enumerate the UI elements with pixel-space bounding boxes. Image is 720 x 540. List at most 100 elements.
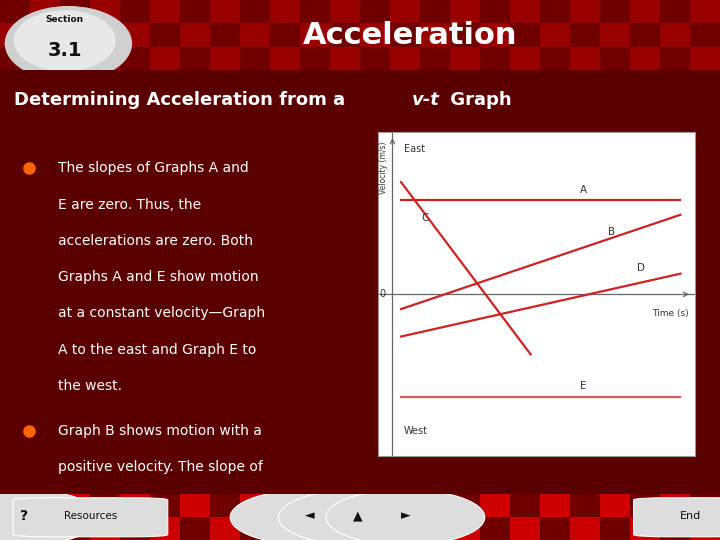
Text: ▲: ▲	[353, 510, 363, 523]
Bar	[0, 494, 30, 517]
Bar	[330, 47, 360, 70]
Bar	[0, 47, 30, 70]
Bar	[150, 47, 180, 70]
Bar	[450, 0, 480, 23]
Bar	[390, 23, 420, 47]
Bar	[660, 494, 690, 517]
Bar	[630, 23, 660, 47]
Bar	[450, 23, 480, 47]
Bar	[60, 517, 90, 540]
Bar	[660, 0, 690, 23]
Text: C: C	[421, 213, 428, 222]
Bar	[240, 494, 270, 517]
Text: ?: ?	[20, 509, 29, 523]
Text: E: E	[580, 381, 586, 390]
Text: 3.1: 3.1	[48, 41, 82, 60]
Bar	[240, 23, 270, 47]
Bar	[480, 517, 510, 540]
Bar	[360, 494, 390, 517]
Text: v-t: v-t	[412, 91, 440, 109]
Bar	[60, 0, 90, 23]
Bar	[330, 494, 360, 517]
Bar	[0, 0, 30, 23]
Text: End: End	[680, 511, 701, 521]
Bar	[150, 494, 180, 517]
Text: Determining Acceleration from a: Determining Acceleration from a	[14, 91, 352, 109]
Bar	[480, 494, 510, 517]
Bar	[270, 23, 300, 47]
Bar	[420, 0, 450, 23]
Text: ►: ►	[400, 510, 410, 523]
Bar	[690, 23, 720, 47]
Bar	[510, 517, 540, 540]
Bar	[330, 23, 360, 47]
Bar	[90, 47, 120, 70]
Text: E are zero. Thus, the: E are zero. Thus, the	[58, 198, 201, 212]
Bar	[90, 23, 120, 47]
Bar	[0, 517, 30, 540]
Bar	[120, 47, 150, 70]
Bar	[660, 47, 690, 70]
Bar	[180, 47, 210, 70]
Bar	[330, 517, 360, 540]
Bar	[630, 494, 660, 517]
FancyBboxPatch shape	[279, 490, 437, 540]
Bar	[600, 23, 630, 47]
Text: Time (s): Time (s)	[652, 309, 689, 318]
Bar	[390, 0, 420, 23]
Ellipse shape	[6, 6, 132, 80]
Bar	[30, 494, 60, 517]
Bar	[360, 23, 390, 47]
Bar	[480, 23, 510, 47]
Bar	[270, 494, 300, 517]
Bar	[120, 494, 150, 517]
Bar	[660, 517, 690, 540]
Text: Section: Section	[46, 15, 84, 24]
Bar	[30, 47, 60, 70]
FancyBboxPatch shape	[0, 490, 99, 540]
Bar	[180, 494, 210, 517]
Bar	[570, 494, 600, 517]
Text: this graph indicates a: this graph indicates a	[58, 496, 208, 510]
Bar	[450, 517, 480, 540]
Text: accelerations are zero. Both: accelerations are zero. Both	[58, 234, 253, 248]
Bar	[240, 517, 270, 540]
FancyBboxPatch shape	[230, 490, 389, 540]
Bar	[150, 0, 180, 23]
FancyBboxPatch shape	[326, 490, 485, 540]
Text: at a constant velocity—Graph: at a constant velocity—Graph	[58, 306, 265, 320]
Bar	[510, 23, 540, 47]
Bar	[690, 47, 720, 70]
Text: A: A	[580, 185, 587, 195]
Bar	[690, 517, 720, 540]
Bar	[90, 0, 120, 23]
Bar	[60, 23, 90, 47]
Text: Resources: Resources	[64, 511, 117, 521]
Text: D: D	[637, 263, 645, 273]
Text: East: East	[404, 144, 425, 154]
FancyBboxPatch shape	[13, 498, 168, 537]
Bar	[330, 0, 360, 23]
Bar	[150, 517, 180, 540]
Text: The slopes of Graphs A and: The slopes of Graphs A and	[58, 161, 248, 176]
Bar	[90, 494, 120, 517]
Bar	[420, 47, 450, 70]
Bar	[630, 517, 660, 540]
Bar	[480, 47, 510, 70]
Bar	[360, 517, 390, 540]
Bar	[510, 0, 540, 23]
Bar	[510, 494, 540, 517]
Bar	[210, 0, 240, 23]
Bar	[180, 0, 210, 23]
Bar	[450, 47, 480, 70]
Bar	[390, 47, 420, 70]
FancyBboxPatch shape	[634, 498, 720, 537]
Bar	[570, 517, 600, 540]
Text: 0: 0	[379, 289, 385, 299]
Bar	[210, 23, 240, 47]
Text: constant, positive: constant, positive	[58, 532, 181, 540]
Bar	[210, 47, 240, 70]
Bar	[600, 517, 630, 540]
Bar	[270, 47, 300, 70]
Text: Velocity (m/s): Velocity (m/s)	[379, 141, 388, 194]
